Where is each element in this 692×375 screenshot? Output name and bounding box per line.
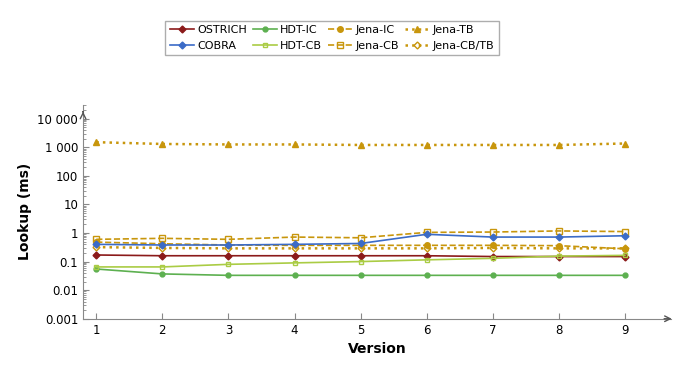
- OSTRICH: [291, 254, 299, 258]
- Jena-TB: [489, 143, 497, 147]
- Line: Jena-IC: Jena-IC: [93, 239, 628, 252]
- COBRA: [423, 232, 431, 237]
- Line: HDT-CB: HDT-CB: [94, 253, 628, 269]
- Jena-CB/TB: [555, 246, 563, 250]
- HDT-CB: [621, 253, 629, 258]
- HDT-IC: [92, 267, 100, 271]
- Jena-IC: [356, 243, 365, 248]
- Jena-CB: [621, 230, 629, 234]
- Jena-CB: [356, 236, 365, 240]
- Jena-CB: [489, 230, 497, 234]
- Jena-CB/TB: [621, 246, 629, 250]
- Y-axis label: Lookup (ms): Lookup (ms): [18, 163, 32, 261]
- COBRA: [555, 235, 563, 239]
- Jena-CB: [555, 229, 563, 233]
- Jena-TB: [291, 142, 299, 147]
- Jena-IC: [489, 243, 497, 248]
- COBRA: [224, 243, 233, 247]
- COBRA: [489, 235, 497, 239]
- Jena-IC: [224, 243, 233, 247]
- Jena-TB: [356, 143, 365, 147]
- HDT-CB: [158, 265, 167, 269]
- Jena-IC: [555, 243, 563, 248]
- X-axis label: Version: Version: [348, 342, 406, 356]
- HDT-IC: [291, 273, 299, 278]
- OSTRICH: [356, 254, 365, 258]
- Jena-CB/TB: [423, 246, 431, 250]
- HDT-IC: [621, 273, 629, 278]
- HDT-IC: [158, 272, 167, 276]
- Jena-CB/TB: [158, 246, 167, 250]
- Line: HDT-IC: HDT-IC: [94, 267, 628, 278]
- Jena-CB: [291, 235, 299, 239]
- HDT-CB: [356, 260, 365, 264]
- Jena-IC: [423, 243, 431, 248]
- COBRA: [92, 242, 100, 247]
- HDT-IC: [356, 273, 365, 278]
- COBRA: [621, 234, 629, 238]
- HDT-CB: [92, 265, 100, 269]
- Jena-CB: [423, 230, 431, 235]
- Jena-CB: [92, 237, 100, 242]
- Jena-TB: [621, 141, 629, 146]
- HDT-CB: [291, 261, 299, 265]
- Jena-CB/TB: [489, 246, 497, 250]
- Jena-CB/TB: [92, 245, 100, 249]
- Jena-IC: [92, 240, 100, 244]
- HDT-CB: [489, 256, 497, 261]
- Line: Jena-CB: Jena-CB: [93, 228, 628, 242]
- Jena-CB: [224, 237, 233, 242]
- Jena-IC: [621, 246, 629, 251]
- Jena-TB: [224, 142, 233, 147]
- HDT-IC: [555, 273, 563, 278]
- HDT-IC: [224, 273, 233, 278]
- Line: COBRA: COBRA: [94, 232, 628, 248]
- OSTRICH: [158, 254, 167, 258]
- COBRA: [356, 241, 365, 246]
- OSTRICH: [423, 254, 431, 258]
- Jena-CB/TB: [356, 246, 365, 250]
- Jena-CB: [158, 236, 167, 241]
- Line: Jena-TB: Jena-TB: [93, 139, 628, 148]
- Line: OSTRICH: OSTRICH: [94, 252, 628, 259]
- Jena-TB: [555, 143, 563, 147]
- COBRA: [291, 242, 299, 247]
- COBRA: [158, 243, 167, 247]
- Jena-TB: [423, 143, 431, 147]
- HDT-CB: [555, 254, 563, 258]
- Line: Jena-CB/TB: Jena-CB/TB: [94, 245, 628, 251]
- OSTRICH: [489, 254, 497, 259]
- Jena-CB/TB: [224, 246, 233, 250]
- HDT-IC: [489, 273, 497, 278]
- Legend: OSTRICH, COBRA, HDT-IC, HDT-CB, Jena-IC, Jena-CB, Jena-TB, Jena-CB/TB: OSTRICH, COBRA, HDT-IC, HDT-CB, Jena-IC,…: [165, 21, 499, 55]
- OSTRICH: [555, 254, 563, 259]
- Jena-IC: [158, 242, 167, 246]
- HDT-CB: [423, 258, 431, 262]
- Jena-TB: [158, 142, 167, 146]
- Jena-CB/TB: [291, 246, 299, 250]
- Jena-IC: [291, 243, 299, 248]
- OSTRICH: [224, 254, 233, 258]
- OSTRICH: [92, 253, 100, 257]
- HDT-CB: [224, 262, 233, 267]
- Jena-TB: [92, 140, 100, 144]
- HDT-IC: [423, 273, 431, 278]
- OSTRICH: [621, 254, 629, 259]
